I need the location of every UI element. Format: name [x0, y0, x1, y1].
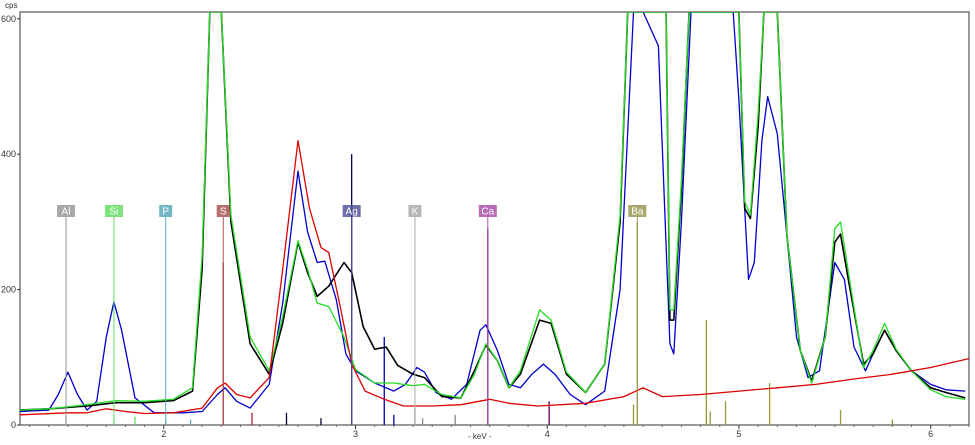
x-tick-label: 3	[353, 429, 358, 439]
element-marker-label: Al	[62, 207, 71, 218]
x-tick-label: 5	[736, 429, 741, 439]
element-marker-box	[57, 205, 76, 217]
element-marker-box	[104, 205, 123, 217]
element-marker-box	[159, 205, 173, 217]
y-tick-label: 400	[1, 149, 16, 159]
x-tick-label: 4	[545, 429, 550, 439]
element-marker-box	[478, 205, 497, 217]
element-marker-box	[342, 205, 361, 217]
element-marker-label: P	[162, 207, 169, 218]
element-marker-label: Ag	[346, 207, 358, 218]
y-tick-label: 200	[1, 285, 16, 295]
spectrum-series-line	[20, 12, 966, 411]
x-tick-label: 2	[161, 429, 166, 439]
x-tick-label: 6	[928, 429, 933, 439]
y-unit-label: cps	[5, 1, 18, 10]
spectrum-series-line	[20, 139, 969, 416]
y-tick-label: 0	[11, 420, 16, 430]
element-marker-label: Ca	[481, 207, 494, 218]
element-marker-label: S	[220, 207, 227, 218]
x-unit-label: - keV -	[468, 432, 492, 441]
element-marker-label: K	[412, 207, 419, 218]
y-tick-label: 600	[1, 14, 16, 24]
element-marker-box	[628, 205, 647, 217]
element-marker-label: Si	[109, 207, 118, 218]
spectrum-series-line	[20, 12, 966, 414]
element-marker-box	[216, 205, 230, 217]
plot-frame	[19, 11, 970, 426]
element-marker-box	[408, 205, 422, 217]
element-marker-label: Ba	[631, 207, 644, 218]
